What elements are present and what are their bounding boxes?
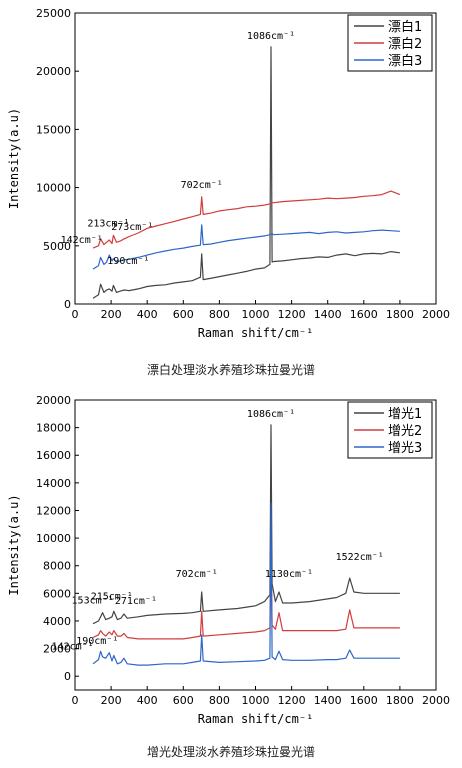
peak-annotation: 702cm⁻¹ [176,569,218,580]
x-tick-label: 1400 [314,308,342,321]
x-tick-label: 400 [137,694,158,707]
peak-annotation: 213cm⁻¹ [87,218,129,229]
y-tick-label: 14000 [36,477,71,490]
x-tick-label: 1000 [242,694,270,707]
legend-label-2: 增光2 [388,424,422,439]
y-axis-label: Intensity(a.u) [7,108,21,209]
series-line-3 [92,503,400,666]
y-tick-label: 20000 [36,394,71,407]
x-tick-label: 600 [173,308,194,321]
y-tick-label: 5000 [43,240,71,253]
peak-annotation: 190cm⁻¹ [76,636,118,647]
chart-2-caption: 增光处理淡水养殖珍珠拉曼光谱 [146,745,315,759]
peak-annotation: 271cm⁻¹ [115,596,157,607]
peak-annotation: 142cm⁻¹ [61,235,103,246]
y-tick-label: 15000 [36,123,71,136]
x-axis-label: Raman shift/cm⁻¹ [198,326,314,340]
x-tick-label: 1800 [386,694,414,707]
legend-label-1: 增光1 [388,407,422,422]
peak-annotation: 1086cm⁻¹ [247,31,295,42]
x-tick-label: 1600 [350,694,378,707]
y-tick-label: 16000 [36,449,71,462]
legend-label-2: 漂白2 [388,36,422,52]
x-tick-label: 1600 [350,308,378,321]
chart-1-caption: 漂白处理淡水养殖珍珠拉曼光谱 [146,363,315,377]
peak-annotation: 273cm⁻¹ [111,222,153,233]
y-axis-label: Intensity(a.u) [7,494,21,595]
peak-annotation: 702cm⁻¹ [181,180,223,191]
peak-annotation: 1086cm⁻¹ [247,409,295,420]
y-tick-label: 8000 [43,560,71,573]
x-tick-label: 200 [101,694,122,707]
x-tick-label: 1400 [314,694,342,707]
y-tick-label: 6000 [43,587,71,600]
x-axis-label: Raman shift/cm⁻¹ [198,712,314,726]
series-line-2 [92,544,400,640]
y-tick-label: 0 [64,670,71,683]
y-tick-label: 25000 [36,7,71,20]
y-tick-label: 20000 [36,65,71,78]
series-line-1 [92,424,400,625]
x-tick-label: 1000 [242,308,270,321]
series-line-1 [92,46,400,299]
x-tick-label: 0 [72,694,79,707]
x-tick-label: 200 [101,308,122,321]
peak-annotation: 190cm⁻¹ [107,256,149,267]
x-tick-label: 800 [209,308,230,321]
x-tick-label: 0 [72,308,79,321]
peak-annotation: 142cm⁻¹ [52,641,94,652]
x-tick-label: 600 [173,694,194,707]
chart-1: 0 200 400 600 800 1000 1200 1400 1600 1800 2000050… [7,7,450,340]
y-tick-label: 10000 [36,532,71,545]
y-tick-label: 18000 [36,422,71,435]
y-tick-label: 2000 [43,643,71,656]
y-tick-label: 0 [64,298,71,311]
chart-2: 0 200 400 600 800 1000 1200 1400 1600 1800 2000020… [7,394,450,726]
series-line-2 [92,190,401,249]
legend-label-3: 增光3 [388,441,422,456]
x-tick-label: 1200 [278,694,306,707]
y-tick-label: 12000 [36,504,71,517]
series-line-3 [92,224,400,270]
x-tick-label: 800 [209,694,230,707]
legend-label-3: 漂白3 [388,53,422,69]
legend: 增光1 增光2 增光3 [347,401,433,459]
y-tick-label: 4000 [43,615,71,628]
x-tick-label: 1800 [386,308,414,321]
y-tick-label: 10000 [36,182,71,195]
peak-annotation: 1522cm⁻¹ [336,552,384,563]
peak-annotation: 1130cm⁻¹ [265,569,313,580]
x-tick-label: 2000 [422,308,450,321]
peak-annotation: 215cm⁻¹ [91,591,133,602]
x-tick-label: 2000 [422,694,450,707]
x-tick-label: 400 [137,308,158,321]
legend-label-1: 漂白1 [388,19,422,35]
x-tick-label: 1200 [278,308,306,321]
peak-annotation: 153cm⁻¹ [72,596,114,607]
